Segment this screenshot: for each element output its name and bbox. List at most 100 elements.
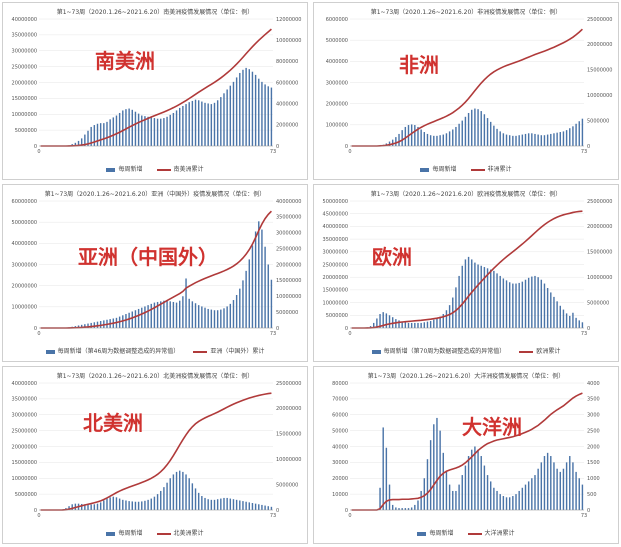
weekly-new-bar <box>141 501 143 510</box>
right-axis-tick-label: 15000000 <box>276 432 301 438</box>
right-axis-tick-label: 15000000 <box>276 278 301 284</box>
x-axis-tick-label: 0 <box>348 331 351 337</box>
weekly-new-bar <box>531 276 533 328</box>
weekly-new-bar <box>464 116 467 146</box>
weekly-new-bar <box>480 111 482 146</box>
weekly-new-bar <box>150 498 152 510</box>
weekly-new-bar <box>531 133 533 146</box>
cumulative-line <box>40 392 272 511</box>
weekly-new-bar <box>490 121 492 146</box>
weekly-new-bar <box>458 484 460 510</box>
right-axis-tick-label: 6000000 <box>276 80 298 86</box>
right-axis-tick-label: 10000000 <box>276 294 301 300</box>
weekly-new-bar <box>559 305 561 328</box>
right-axis-tick-label: 5000000 <box>587 300 609 306</box>
weekly-new-bar <box>477 264 479 328</box>
weekly-new-bar <box>122 110 124 146</box>
weekly-new-bar <box>182 296 184 328</box>
weekly-new-bar <box>461 265 463 328</box>
weekly-new-bar <box>153 496 156 510</box>
right-axis-tick-label: 0 <box>587 326 590 332</box>
weekly-new-bar <box>559 132 561 146</box>
weekly-new-bar <box>87 504 89 510</box>
weekly-new-bar <box>131 311 133 328</box>
left-axis-tick-label: 6000000 <box>326 17 348 23</box>
x-axis-tick-label: 0 <box>37 149 40 155</box>
weekly-new-bar <box>210 499 213 510</box>
left-axis-tick-label: 45000000 <box>323 212 348 218</box>
weekly-new-bar <box>147 499 149 510</box>
weekly-new-bar <box>575 123 577 146</box>
left-axis-tick-label: 20000000 <box>12 444 37 450</box>
weekly-new-bar <box>220 97 222 146</box>
weekly-new-bar <box>550 133 552 146</box>
chart-title: 第1~73周（2020.1.26~2021.6.20）南美洲疫情发展情况（单位：… <box>56 9 254 16</box>
weekly-new-bar <box>379 314 381 328</box>
weekly-new-bar <box>445 133 448 146</box>
weekly-new-bar <box>467 256 470 328</box>
weekly-new-bar <box>527 277 530 328</box>
legend-line-swatch <box>156 532 171 535</box>
weekly-new-bar <box>197 100 200 146</box>
weekly-new-bar <box>118 112 121 146</box>
weekly-new-bar <box>87 130 89 146</box>
region-label-asia-ex-china: 亚洲（中国外） <box>78 245 218 269</box>
weekly-new-bar <box>515 283 517 328</box>
weekly-new-bar <box>546 287 549 328</box>
weekly-new-bar <box>439 135 441 146</box>
weekly-new-bar <box>483 114 486 146</box>
legend-bar-label: 每周新增 <box>118 530 143 537</box>
right-axis-tick-label: 25000000 <box>276 381 301 387</box>
weekly-new-bar <box>99 123 102 146</box>
left-axis-tick-label: 3000000 <box>326 80 348 86</box>
weekly-new-bar <box>578 478 580 510</box>
weekly-new-bar <box>156 494 159 510</box>
weekly-new-bar <box>96 503 99 510</box>
right-axis-tick-label: 2000000 <box>276 123 298 129</box>
right-axis-tick-label: 15000000 <box>587 250 612 256</box>
weekly-new-bar <box>452 490 454 510</box>
weekly-new-bar <box>537 134 539 146</box>
right-axis-tick-label: 3000 <box>587 413 600 419</box>
weekly-new-bar <box>106 498 108 510</box>
chart-panel-europe: 第1~73周（2020.1.26~2021.6.20）欧洲疫情发展情况（单位：例… <box>313 184 619 362</box>
right-axis-tick-label: 30000000 <box>276 231 301 237</box>
weekly-new-bar <box>461 475 463 510</box>
chart-legend: 每周新增 南美洲累计 <box>3 164 307 173</box>
left-axis-tick-label: 35000000 <box>12 33 37 39</box>
weekly-new-bar <box>160 490 162 510</box>
weekly-new-bar <box>546 452 549 510</box>
weekly-new-bar <box>521 134 524 146</box>
weekly-new-bar <box>471 259 473 328</box>
x-axis-tick-label: 73 <box>581 149 587 155</box>
x-axis-tick-label: 0 <box>37 331 40 337</box>
weekly-new-bar <box>553 133 555 146</box>
weekly-new-bar <box>527 481 530 510</box>
weekly-new-bar <box>455 287 457 328</box>
weekly-new-bar <box>569 315 571 328</box>
x-axis-tick-label: 73 <box>270 331 276 337</box>
legend-bar-swatch <box>417 531 427 536</box>
weekly-new-bar <box>575 471 577 510</box>
weekly-new-bar <box>391 504 394 510</box>
weekly-new-bar <box>401 508 403 510</box>
weekly-new-bar <box>267 86 269 146</box>
x-axis-tick-label: 0 <box>37 513 40 519</box>
weekly-new-bar <box>420 490 422 510</box>
weekly-new-bar <box>373 322 375 328</box>
weekly-new-bar <box>207 103 209 146</box>
weekly-new-bar <box>414 125 416 146</box>
chart-legend: 每周新增（第46周为数据调整造成的异常值） 亚洲（中国外）累计 <box>3 346 307 355</box>
weekly-new-bar <box>201 306 203 328</box>
weekly-new-bar <box>505 134 508 146</box>
left-axis-tick-label: 60000 <box>332 413 348 419</box>
weekly-new-bar <box>90 126 92 146</box>
weekly-new-bar <box>191 483 194 510</box>
chart-plot: 0500000010000000150000002000000025000000… <box>12 381 302 519</box>
weekly-new-bar <box>486 268 489 328</box>
chart-plot: 0500000010000000150000002000000025000000… <box>12 17 302 155</box>
weekly-new-bar <box>534 133 536 146</box>
weekly-new-bar <box>213 499 216 510</box>
weekly-new-bar <box>229 498 232 510</box>
left-axis-tick-label: 20000000 <box>12 283 37 289</box>
